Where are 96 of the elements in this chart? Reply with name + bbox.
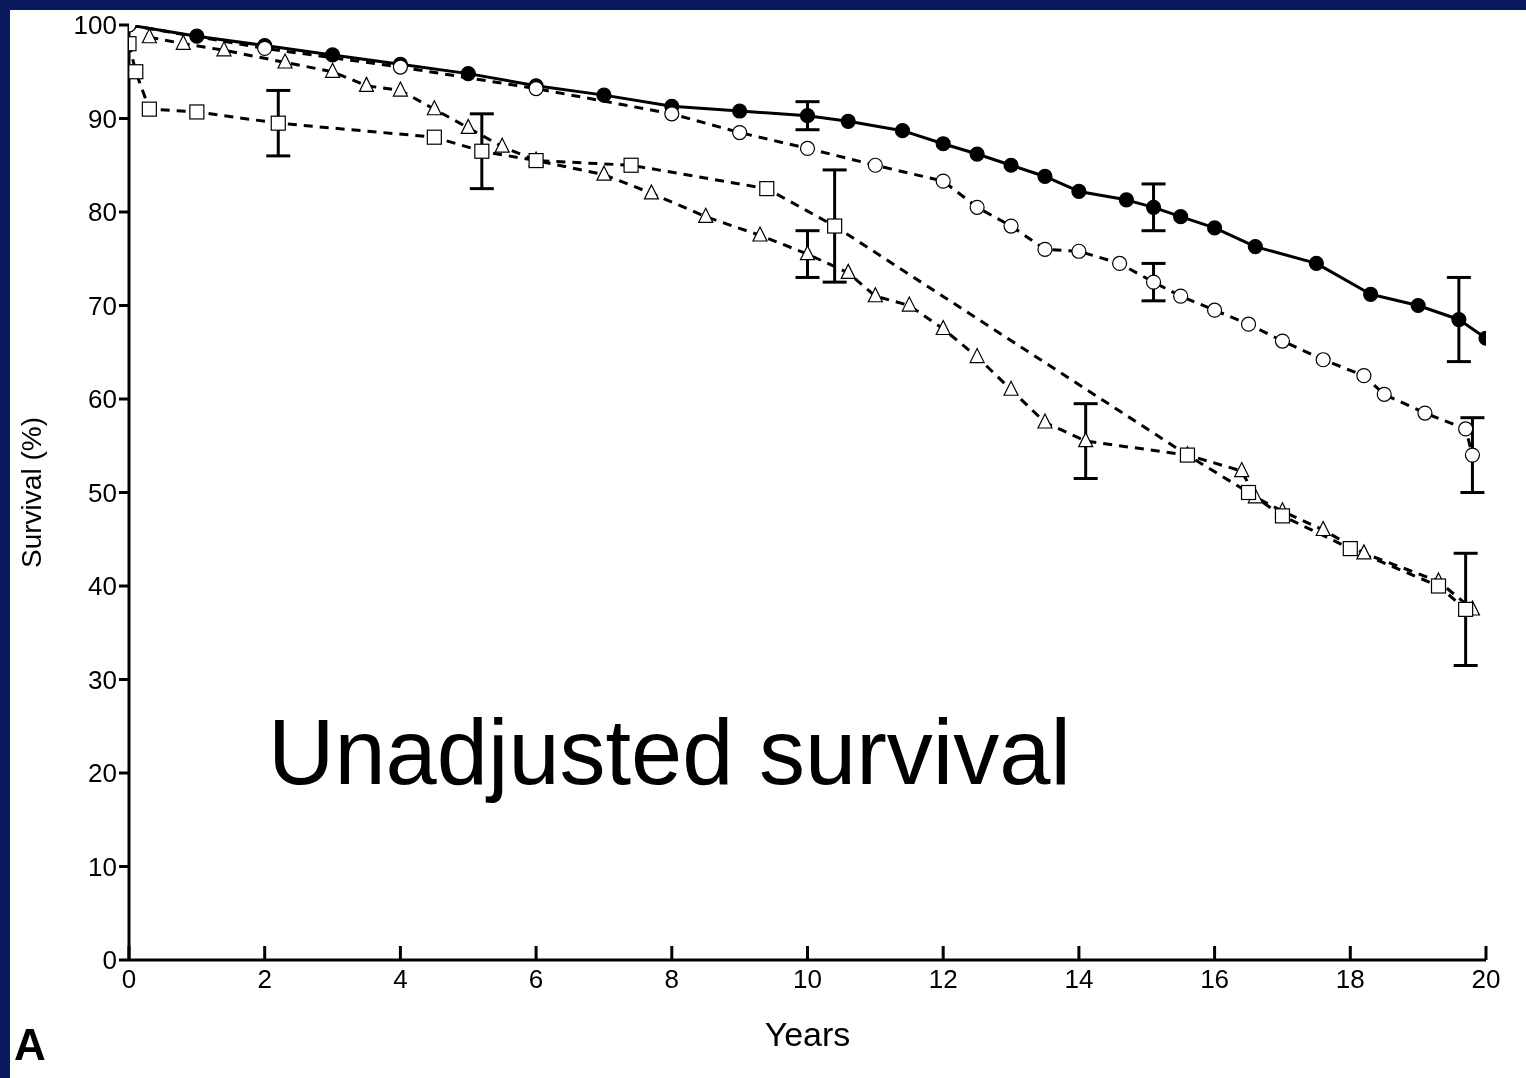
point [1037, 168, 1053, 185]
x-tick-label: 0 [121, 964, 137, 995]
x-axis-title: Years [764, 1015, 851, 1053]
point [664, 106, 680, 122]
point [474, 143, 490, 159]
y-tick-label: 20 [88, 758, 117, 789]
point [1145, 274, 1162, 290]
point [867, 157, 883, 173]
point [1451, 311, 1467, 328]
y-axis-title: Survival (%) [15, 417, 47, 568]
point [1003, 380, 1019, 396]
point [596, 165, 612, 181]
point [1145, 199, 1162, 215]
point [1458, 421, 1474, 437]
point [799, 140, 816, 157]
point [596, 87, 612, 103]
annotation: Unadjusted survival [268, 700, 1071, 805]
point [1112, 255, 1128, 272]
point [270, 115, 286, 131]
point [799, 108, 816, 124]
point [1464, 447, 1481, 463]
point [1247, 239, 1263, 255]
point [1274, 508, 1291, 524]
point [392, 81, 408, 97]
point [1240, 316, 1257, 332]
point [827, 218, 843, 234]
x-tick-label: 16 [1200, 964, 1230, 995]
y-tick-label: 60 [88, 384, 117, 415]
x-tick-label: 6 [528, 964, 544, 995]
point [1207, 220, 1223, 236]
point [1356, 544, 1372, 560]
x-tick-label: 14 [1064, 964, 1094, 995]
point [324, 47, 341, 63]
x-tick-label: 2 [257, 964, 272, 995]
point [1037, 241, 1053, 257]
x-tick-label: 4 [393, 964, 408, 995]
point [1071, 183, 1087, 200]
point [623, 157, 639, 173]
y-tick-label: 100 [73, 10, 117, 41]
point [426, 129, 442, 145]
point [1118, 192, 1134, 208]
point [1173, 209, 1189, 225]
point [840, 263, 856, 279]
y-tick-label: 90 [88, 103, 117, 134]
point [969, 347, 985, 364]
point [969, 146, 985, 162]
y-tick-label: 50 [88, 477, 117, 508]
point [494, 137, 510, 153]
point [1410, 297, 1426, 314]
x-tick-label: 8 [664, 964, 680, 995]
point [1240, 484, 1257, 501]
point [1417, 405, 1433, 421]
point [840, 113, 856, 129]
point [141, 101, 157, 117]
point [894, 123, 911, 139]
point [1315, 520, 1331, 537]
y-tick-label: 10 [88, 851, 117, 882]
point [175, 34, 191, 50]
text: A [14, 1020, 46, 1070]
point [935, 173, 951, 189]
point [1363, 286, 1379, 302]
point [1173, 288, 1189, 304]
x-tick-label: 12 [928, 964, 958, 995]
point [1430, 578, 1447, 594]
point [732, 124, 748, 141]
point [935, 136, 951, 152]
point [1376, 386, 1392, 402]
point [752, 226, 768, 242]
x-tick-label: 10 [793, 964, 822, 995]
point [1037, 413, 1053, 429]
point [1071, 243, 1087, 259]
point [129, 64, 144, 80]
point [1003, 218, 1019, 234]
y-tick-label: 70 [88, 290, 117, 321]
point [1356, 368, 1372, 384]
point [1315, 352, 1331, 368]
point [1078, 432, 1094, 448]
y-tick-label: 40 [88, 571, 117, 602]
point [799, 245, 816, 261]
point [189, 28, 205, 44]
x-tick-label: 18 [1335, 964, 1365, 995]
point [1342, 541, 1358, 557]
point [1308, 255, 1324, 272]
point [643, 184, 660, 200]
point [1458, 601, 1474, 617]
x-tick-label: 20 [1471, 964, 1501, 995]
point [460, 118, 476, 135]
point [189, 104, 205, 120]
point [460, 66, 476, 82]
point [732, 103, 748, 119]
point [759, 181, 775, 197]
point [969, 199, 985, 215]
y-tick-label: 0 [102, 945, 117, 976]
y-tick-label: 30 [88, 664, 117, 695]
y-tick-label: 80 [88, 197, 117, 228]
point [1003, 157, 1019, 173]
